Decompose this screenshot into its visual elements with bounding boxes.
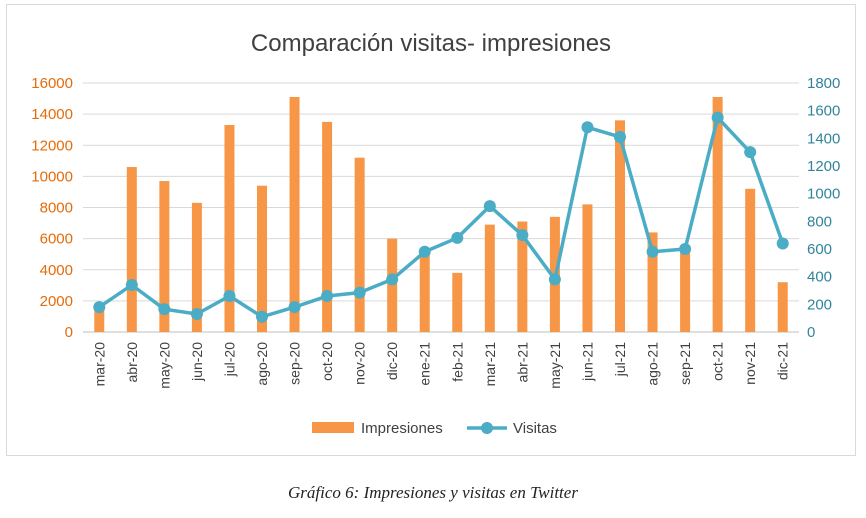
point-visitas [711, 111, 724, 124]
point-visitas [516, 229, 529, 242]
bar-impresiones [745, 188, 756, 332]
x-tick-label: jun-21 [579, 342, 595, 382]
y-right-tick-label: 1800 [807, 75, 840, 92]
x-tick-label: abr-20 [124, 342, 140, 383]
point-visitas [256, 310, 268, 323]
bar-impresiones [322, 121, 333, 332]
point-visitas [614, 130, 626, 143]
point-visitas [93, 301, 106, 314]
bar-impresiones [777, 282, 788, 332]
y-left-tick-label: 6000 [40, 231, 73, 248]
legend-swatch-impresiones [312, 422, 354, 433]
bar-impresiones [712, 97, 723, 332]
point-visitas [190, 308, 203, 321]
point-visitas [744, 146, 757, 159]
chart: Comparación visitas- impresiones02000400… [31, 30, 840, 437]
x-tick-label: mar-21 [482, 342, 498, 387]
point-visitas [223, 290, 236, 303]
bar-impresiones [615, 120, 625, 332]
point-visitas [288, 301, 301, 314]
legend-marker-visitas [481, 422, 493, 434]
point-visitas [353, 286, 366, 299]
x-tick-label: jun-20 [189, 342, 205, 382]
x-tick-label: oct-21 [710, 342, 726, 381]
x-tick-label: jul-20 [221, 342, 237, 377]
bar-impresiones [452, 272, 463, 332]
x-tick-label: nov-20 [352, 342, 368, 385]
x-tick-label: ene-21 [417, 342, 433, 386]
bar-impresiones [647, 232, 658, 332]
x-tick-label: may-20 [156, 342, 172, 389]
y-right-tick-label: 1000 [807, 186, 840, 203]
legend-label-impresiones: Impresiones [361, 420, 443, 437]
y-right-tick-label: 0 [807, 324, 815, 341]
bar-impresiones [94, 308, 105, 332]
y-right-tick-label: 400 [807, 269, 832, 286]
x-tick-label: mar-20 [91, 342, 107, 387]
y-right-tick-label: 1200 [807, 158, 840, 175]
point-visitas [581, 121, 594, 134]
y-left-tick-label: 0 [65, 324, 73, 341]
bar-impresiones [224, 125, 235, 332]
y-right-tick-label: 600 [807, 241, 832, 258]
legend-label-visitas: Visitas [513, 420, 557, 437]
point-visitas [418, 245, 431, 258]
line-visitas [98, 115, 785, 319]
x-tick-label: dic-21 [775, 342, 791, 380]
x-tick-label: dic-20 [384, 342, 400, 380]
y-left-tick-label: 14000 [31, 106, 73, 123]
x-tick-label: jul-21 [612, 342, 628, 377]
bar-impresiones [517, 221, 528, 332]
chart-frame: Comparación visitas- impresiones 0 2000 400… [6, 4, 856, 456]
bar-impresiones [582, 204, 593, 332]
bar-impresiones [191, 202, 202, 332]
bar-impresiones [419, 252, 430, 332]
bar-impresiones [354, 157, 365, 332]
x-tick-label: may-21 [547, 342, 563, 389]
y-left-tick-label: 8000 [40, 200, 73, 217]
point-visitas [776, 237, 789, 250]
y-left-tick-label: 12000 [31, 137, 73, 154]
figure-caption: Gráfico 6: Impresiones y visitas en Twit… [288, 483, 578, 502]
point-visitas [679, 243, 692, 255]
y-left-tick-label: 4000 [40, 262, 73, 279]
x-tick-label: feb-21 [449, 342, 465, 382]
x-tick-label: oct-20 [319, 342, 335, 381]
bar-impresiones [289, 97, 300, 332]
x-tick-label: ago-20 [254, 342, 270, 386]
bar-impresiones [257, 185, 267, 332]
y-left-tick-label: 10000 [31, 168, 73, 185]
x-tick-label: abr-21 [514, 342, 530, 383]
point-visitas [548, 273, 561, 286]
x-tick-label: nov-21 [742, 342, 758, 385]
y-left-tick-label: 2000 [40, 293, 73, 310]
y-right-tick-label: 800 [807, 213, 832, 230]
point-visitas [125, 278, 138, 291]
y-right-tick-label: 200 [807, 296, 832, 313]
x-tick-label: ago-21 [645, 342, 661, 386]
x-tick-label: sep-20 [287, 342, 303, 385]
point-visitas [451, 231, 464, 244]
chart-title: Comparación visitas- impresiones [251, 30, 611, 57]
point-visitas [646, 245, 659, 258]
point-visitas [483, 200, 496, 213]
y-left-tick-label: 16000 [31, 75, 73, 92]
bar-impresiones [680, 247, 691, 332]
point-visitas [321, 290, 334, 303]
y-right-tick-label: 1600 [807, 103, 840, 120]
bar-impresiones [126, 167, 137, 332]
x-tick-label: sep-21 [677, 342, 693, 385]
point-visitas [386, 273, 399, 286]
point-visitas [158, 303, 171, 316]
bar-impresiones [484, 224, 495, 332]
bar-impresiones [159, 181, 170, 332]
y-right-tick-label: 1400 [807, 130, 840, 147]
